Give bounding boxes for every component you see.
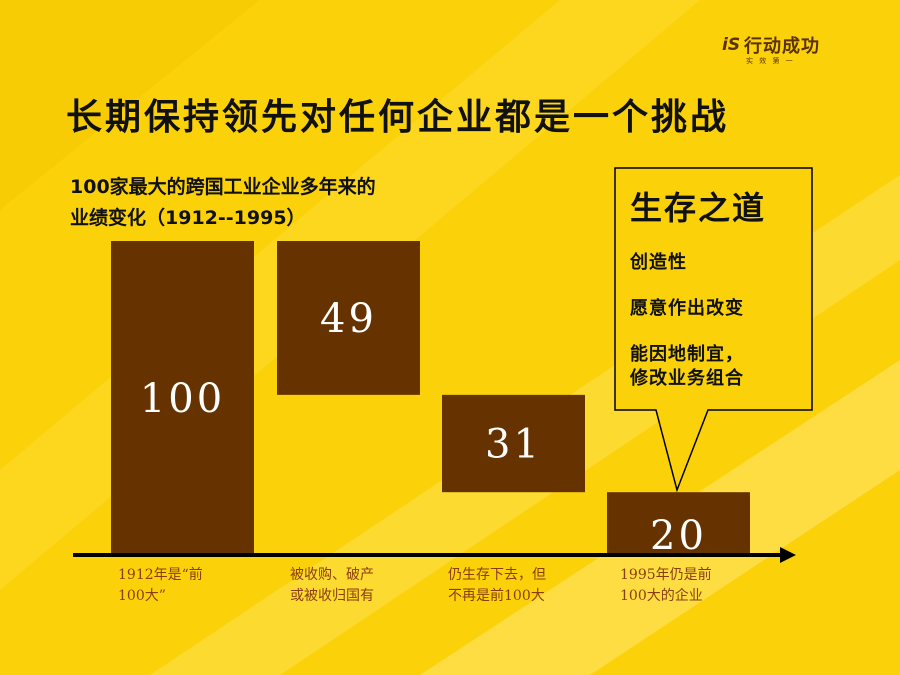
chart-subtitle-line-2: 业绩变化（1912--1995） bbox=[70, 207, 306, 229]
callout-content: 生存之道 创造性愿意作出改变 能因地制宜， 修改业务组合 bbox=[630, 183, 810, 391]
callout-item-3: 能因地制宜， 修改业务组合 bbox=[630, 343, 810, 391]
category-label-4-line-1: 1995年仍是前 bbox=[620, 567, 712, 583]
category-label-1-line-2: 100大” bbox=[118, 588, 166, 604]
chart-bar-labels: 100 49 31 20 bbox=[140, 296, 707, 559]
bar-3 bbox=[442, 394, 585, 493]
callout-items: 创造性愿意作出改变 能因地制宜， 修改业务组合 bbox=[630, 251, 810, 391]
category-label-2-line-1: 被收购、破产 bbox=[290, 567, 374, 583]
category-label-1-line-1: 1912年是“前 bbox=[118, 567, 203, 583]
callout-item-1-line-1: 创造性 bbox=[630, 252, 687, 273]
category-label-1: 1912年是“前 100大” bbox=[118, 565, 268, 607]
bar-1 bbox=[111, 241, 254, 555]
category-label-3-line-2: 不再是前100大 bbox=[448, 588, 545, 604]
logo-brand: 行动成功 bbox=[744, 36, 820, 57]
brand-logo: iS 行动成功 实 效 第 一 bbox=[722, 30, 842, 70]
callout-item-3-line-2: 修改业务组合 bbox=[630, 368, 744, 389]
chart-bars bbox=[111, 241, 750, 555]
x-axis-arrowhead bbox=[780, 547, 796, 563]
callout-heading: 生存之道 bbox=[630, 189, 767, 227]
bar-value-label-3: 31 bbox=[485, 422, 542, 468]
logo-tagline: 实 效 第 一 bbox=[746, 57, 795, 65]
bar-value-label-1: 100 bbox=[140, 376, 225, 422]
callout-item-2-line-1: 愿意作出改变 bbox=[630, 298, 744, 319]
bar-value-label-2: 49 bbox=[320, 296, 377, 342]
bar-value-label-4: 20 bbox=[650, 513, 707, 559]
callout-item-3-line-1: 能因地制宜， bbox=[630, 344, 744, 365]
category-label-4: 1995年仍是前 100大的企业 bbox=[620, 565, 770, 607]
category-label-2-line-2: 或被收归国有 bbox=[290, 588, 374, 604]
x-axis bbox=[73, 547, 796, 563]
callout-item-1: 创造性 bbox=[630, 251, 810, 275]
callout-border bbox=[614, 167, 813, 493]
chart-subtitle-line-1: 100家最大的跨国工业企业多年来的 bbox=[70, 176, 376, 198]
bar-4 bbox=[607, 492, 750, 555]
chart-subtitle: 100家最大的跨国工业企业多年来的 业绩变化（1912--1995） bbox=[70, 172, 470, 234]
slide-title: 长期保持领先对任何企业都是一个挑战 bbox=[66, 97, 730, 138]
category-label-3-line-1: 仍生存下去，但 bbox=[448, 567, 546, 583]
logo-mark-icon: iS bbox=[722, 35, 741, 55]
callout-item-2: 愿意作出改变 bbox=[630, 297, 810, 321]
bar-2 bbox=[277, 241, 420, 395]
category-label-4-line-2: 100大的企业 bbox=[620, 588, 703, 604]
category-label-3: 仍生存下去，但 不再是前100大 bbox=[448, 565, 598, 607]
category-label-2: 被收购、破产 或被收归国有 bbox=[290, 565, 440, 607]
